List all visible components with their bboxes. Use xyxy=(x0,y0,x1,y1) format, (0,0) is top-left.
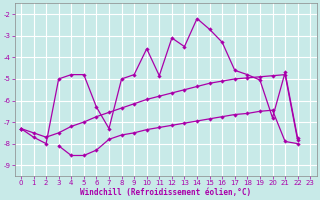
X-axis label: Windchill (Refroidissement éolien,°C): Windchill (Refroidissement éolien,°C) xyxy=(80,188,251,197)
